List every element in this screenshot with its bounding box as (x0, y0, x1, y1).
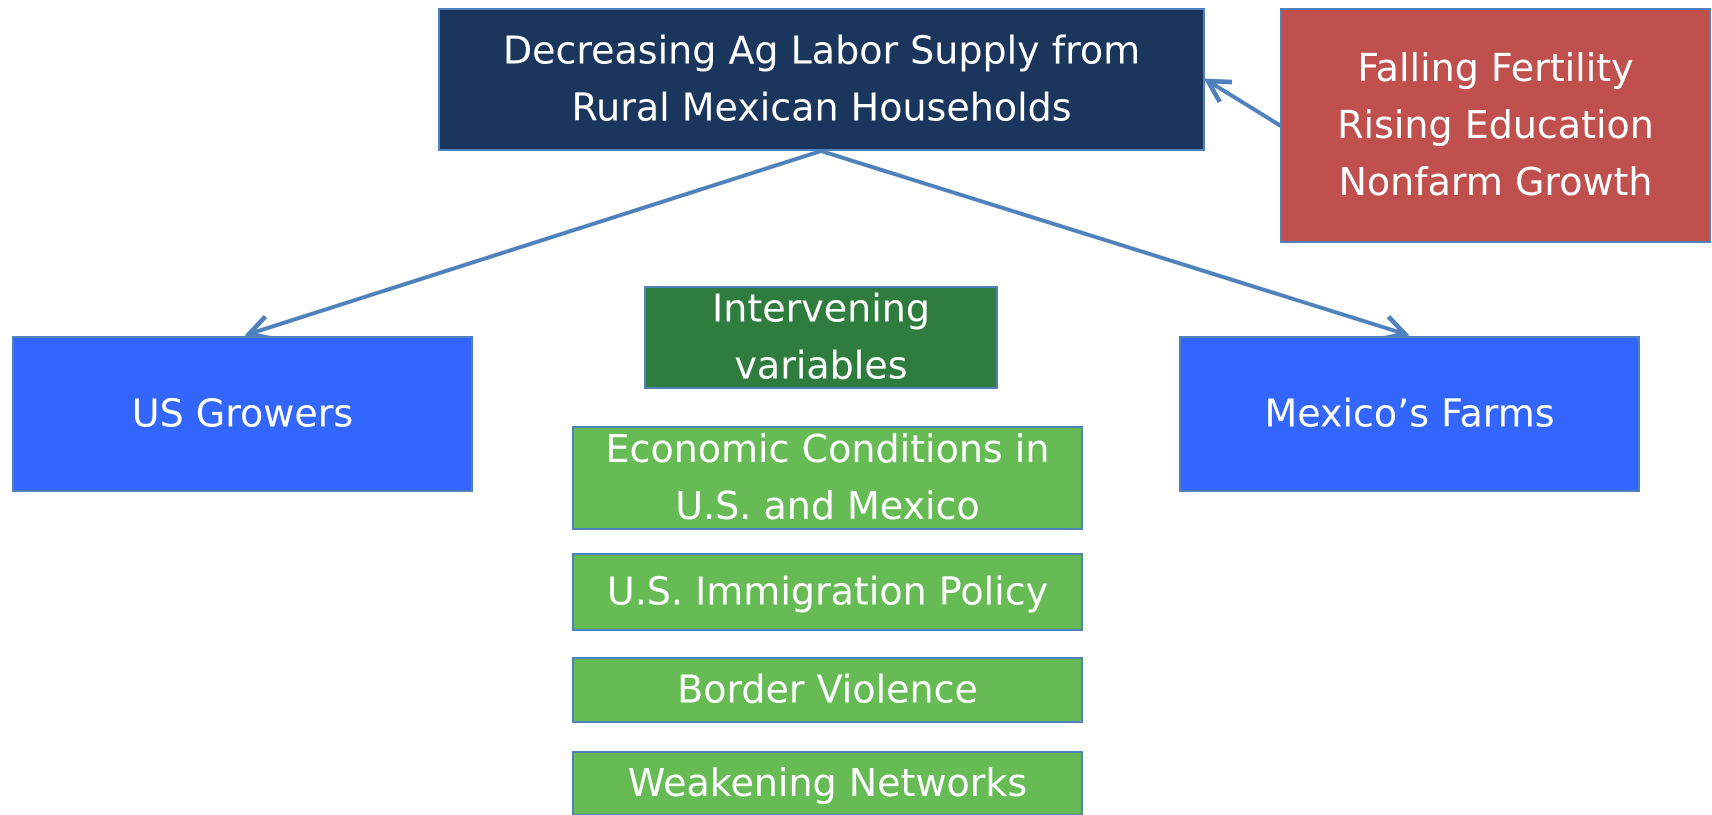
variable-box (572, 751, 1083, 815)
node-label: Border Violence (677, 668, 978, 712)
outcome-box (12, 336, 473, 492)
outcome-box (1179, 336, 1640, 492)
arrows (249, 81, 1405, 334)
node-label: Falling Fertility (1357, 46, 1633, 90)
node-label: Rising Education (1337, 103, 1654, 147)
variable-box (572, 426, 1083, 530)
node-label: Rural Mexican Households (571, 86, 1071, 130)
arrow (1208, 81, 1283, 128)
node-label: Mexico’s Farms (1264, 392, 1554, 436)
node-label: Intervening (712, 287, 930, 331)
arrow (820, 149, 1405, 334)
heading-box (644, 286, 998, 389)
cause-box (1280, 8, 1711, 243)
effect-box (438, 8, 1205, 151)
variable-box (572, 553, 1083, 631)
node-label: U.S. Immigration Policy (607, 570, 1048, 614)
variable-box (572, 657, 1083, 723)
node-label: Economic Conditions in (606, 427, 1050, 471)
node-label: Weakening Networks (628, 761, 1027, 805)
node-label: U.S. and Mexico (675, 484, 979, 528)
node-label: variables (734, 344, 907, 388)
node-label: US Growers (132, 392, 353, 436)
node-label: Nonfarm Growth (1338, 160, 1652, 204)
node-label: Decreasing Ag Labor Supply from (503, 29, 1140, 73)
arrow (249, 149, 822, 334)
